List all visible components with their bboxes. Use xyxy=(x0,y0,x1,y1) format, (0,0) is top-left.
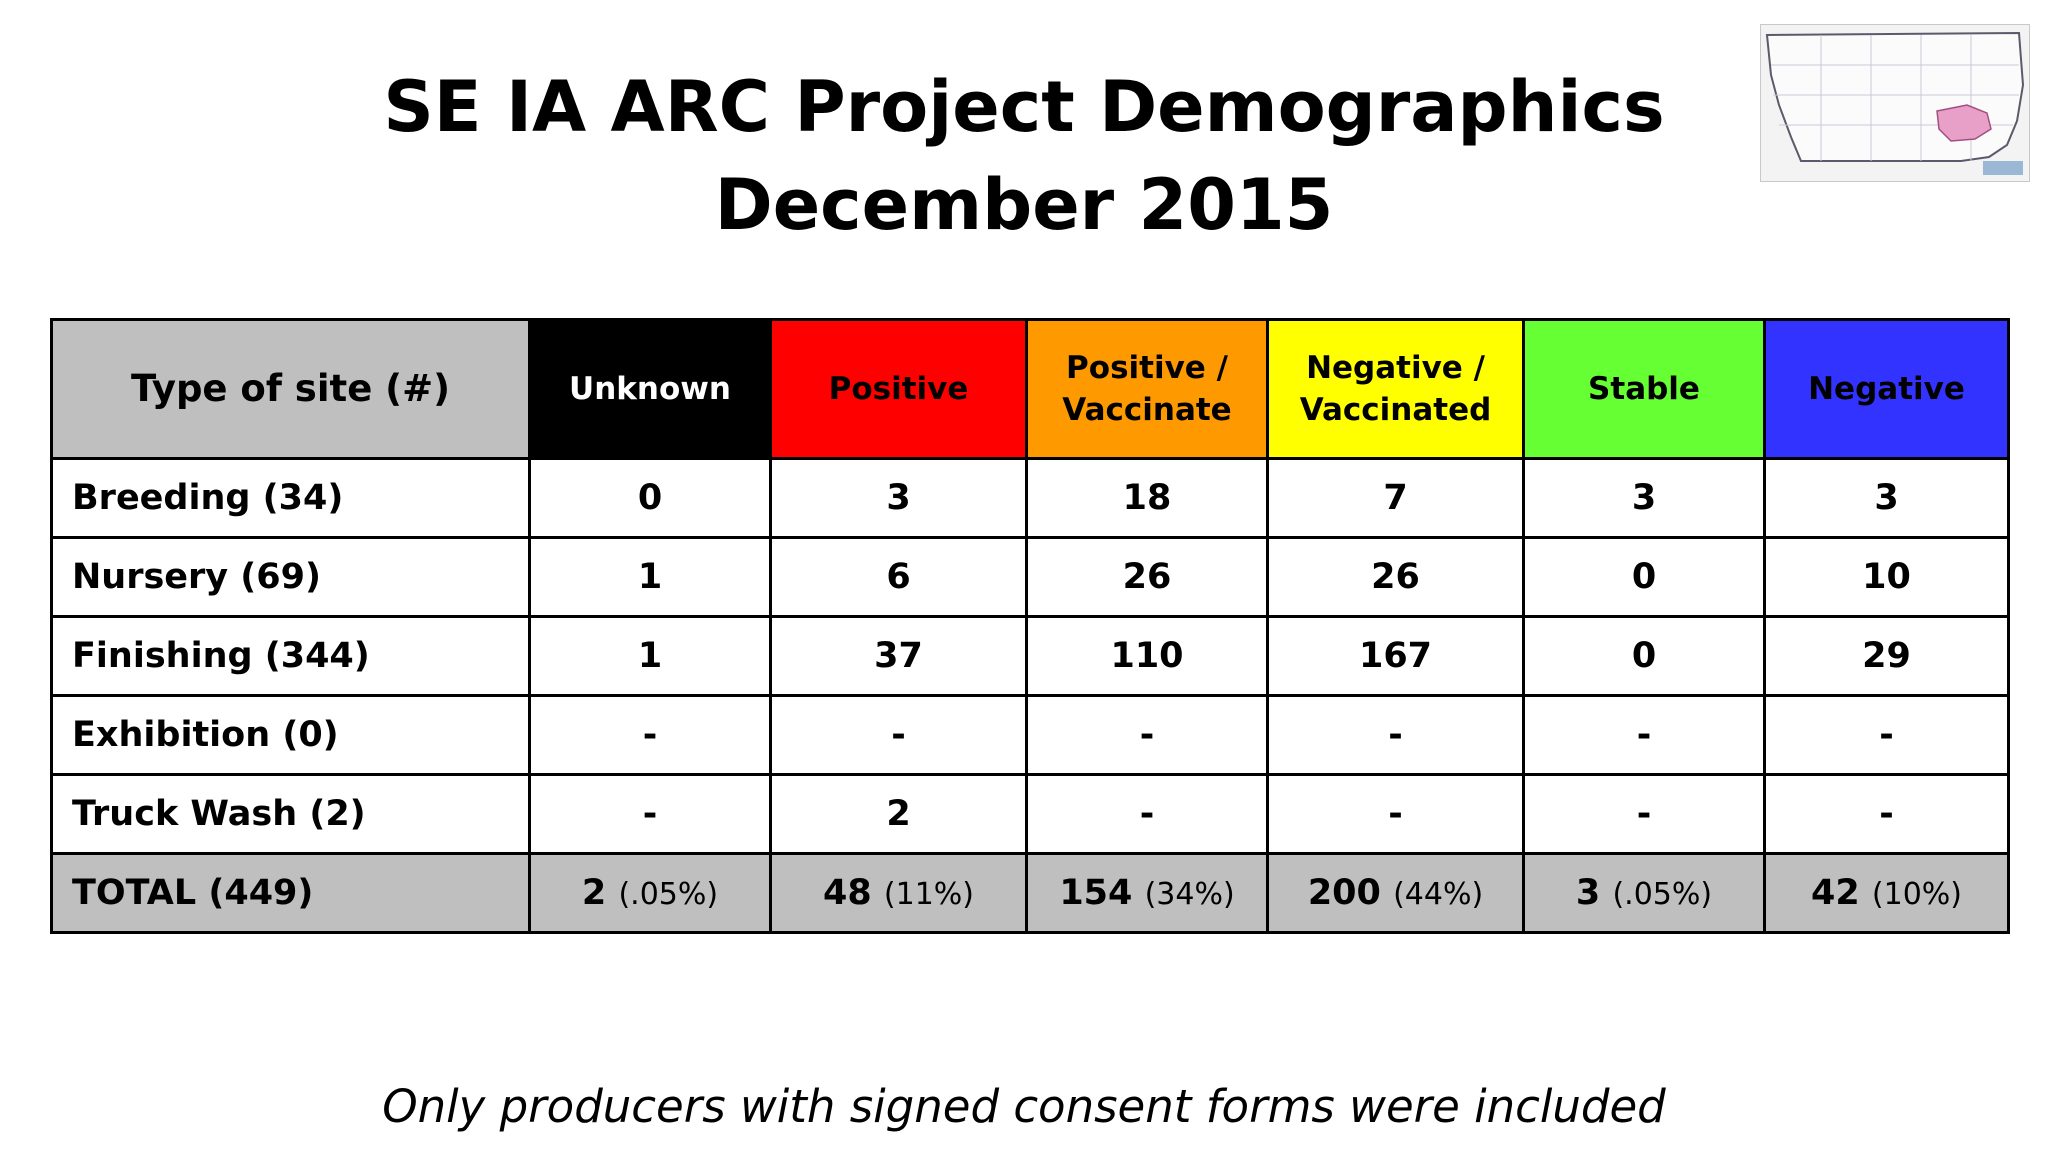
table-row-nursery: Nursery (69) 1 6 26 26 0 10 xyxy=(50,536,2010,618)
title-line-2: December 2015 xyxy=(714,164,1334,246)
table-row-finishing: Finishing (344) 1 37 110 167 0 29 xyxy=(50,615,2010,697)
total-percent: (11%) xyxy=(883,877,974,912)
table-cell: - xyxy=(1763,773,2010,855)
table-row-breeding: Breeding (34) 0 3 18 7 3 3 xyxy=(50,457,2010,539)
table-cell: 37 xyxy=(769,615,1028,697)
total-value: 200 xyxy=(1307,873,1381,913)
header-label: Negative / xyxy=(1306,350,1485,386)
demographics-table: Type of site (#) Unknown Positive Positi… xyxy=(50,318,2010,934)
row-label: Breeding (34) xyxy=(50,457,531,539)
table-row-truck-wash: Truck Wash (2) - 2 - - - - xyxy=(50,773,2010,855)
header-negative: Negative xyxy=(1763,318,2010,460)
row-label: Exhibition (0) xyxy=(50,694,531,776)
table-cell: - xyxy=(528,773,772,855)
header-label-line2: Vaccinated xyxy=(1299,392,1492,428)
table-cell: 3 xyxy=(1522,457,1766,539)
total-label: TOTAL (449) xyxy=(50,852,531,934)
row-label: Finishing (344) xyxy=(50,615,531,697)
header-unknown: Unknown xyxy=(528,318,772,460)
title-line-1: SE IA ARC Project Demographics xyxy=(383,66,1665,148)
total-cell: 200 (44%) xyxy=(1266,852,1525,934)
total-cell: 2 (.05%) xyxy=(528,852,772,934)
table-cell: 6 xyxy=(769,536,1028,618)
table-cell: 0 xyxy=(1522,536,1766,618)
table-cell: 0 xyxy=(1522,615,1766,697)
table-cell: 1 xyxy=(528,536,772,618)
footnote: Only producers with signed consent forms… xyxy=(382,1080,1666,1133)
table-cell: 18 xyxy=(1025,457,1269,539)
table-cell: 0 xyxy=(528,457,772,539)
total-value: 2 xyxy=(581,873,607,913)
header-label: Positive / xyxy=(1066,350,1228,386)
row-label: Nursery (69) xyxy=(50,536,531,618)
iowa-map-icon xyxy=(1761,25,2029,181)
table-cell: - xyxy=(1025,694,1269,776)
header-label: Stable xyxy=(1588,371,1700,407)
table-cell: 3 xyxy=(1763,457,2010,539)
table-row-total: TOTAL (449) 2 (.05%) 48 (11%) 154 (34%) … xyxy=(50,852,2010,934)
total-value: 48 xyxy=(823,873,872,913)
table-cell: 1 xyxy=(528,615,772,697)
table-cell: 3 xyxy=(769,457,1028,539)
table-cell: 7 xyxy=(1266,457,1525,539)
table-cell: 167 xyxy=(1266,615,1525,697)
header-negative-vaccinated: Negative / Vaccinated xyxy=(1266,318,1525,460)
table-cell: 26 xyxy=(1025,536,1269,618)
header-stable: Stable xyxy=(1522,318,1766,460)
header-label: Positive xyxy=(828,371,969,407)
table-cell: - xyxy=(1025,773,1269,855)
total-percent: (.05%) xyxy=(1612,877,1713,912)
header-positive: Positive xyxy=(769,318,1028,460)
table-cell: - xyxy=(528,694,772,776)
total-cell: 42 (10%) xyxy=(1763,852,2010,934)
total-percent: (34%) xyxy=(1144,877,1235,912)
header-row: Type of site (#) Unknown Positive Positi… xyxy=(50,318,2010,460)
header-label: Unknown xyxy=(569,371,731,407)
table-cell: - xyxy=(769,694,1028,776)
total-percent: (44%) xyxy=(1393,877,1484,912)
table-cell: 29 xyxy=(1763,615,2010,697)
row-label: Truck Wash (2) xyxy=(50,773,531,855)
table-cell: 2 xyxy=(769,773,1028,855)
table-cell: - xyxy=(1763,694,2010,776)
header-positive-vaccinate: Positive / Vaccinate xyxy=(1025,318,1269,460)
table-cell: 10 xyxy=(1763,536,2010,618)
total-cell: 154 (34%) xyxy=(1025,852,1269,934)
iowa-map-thumbnail xyxy=(1760,24,2030,182)
total-percent: (.05%) xyxy=(618,877,719,912)
table-cell: - xyxy=(1266,694,1525,776)
total-value: 42 xyxy=(1811,873,1860,913)
header-label-line2: Vaccinate xyxy=(1062,392,1232,428)
table-row-exhibition: Exhibition (0) - - - - - - xyxy=(50,694,2010,776)
header-label: Negative xyxy=(1808,371,1965,407)
table-cell: - xyxy=(1266,773,1525,855)
table-cell: 110 xyxy=(1025,615,1269,697)
total-value: 3 xyxy=(1575,873,1601,913)
total-cell: 3 (.05%) xyxy=(1522,852,1766,934)
page-title: SE IA ARC Project Demographics December … xyxy=(0,58,2048,254)
table-cell: 26 xyxy=(1266,536,1525,618)
total-percent: (10%) xyxy=(1871,877,1962,912)
header-type-of-site: Type of site (#) xyxy=(50,318,531,460)
total-value: 154 xyxy=(1059,873,1133,913)
total-cell: 48 (11%) xyxy=(769,852,1028,934)
table-cell: - xyxy=(1522,694,1766,776)
table-cell: - xyxy=(1522,773,1766,855)
